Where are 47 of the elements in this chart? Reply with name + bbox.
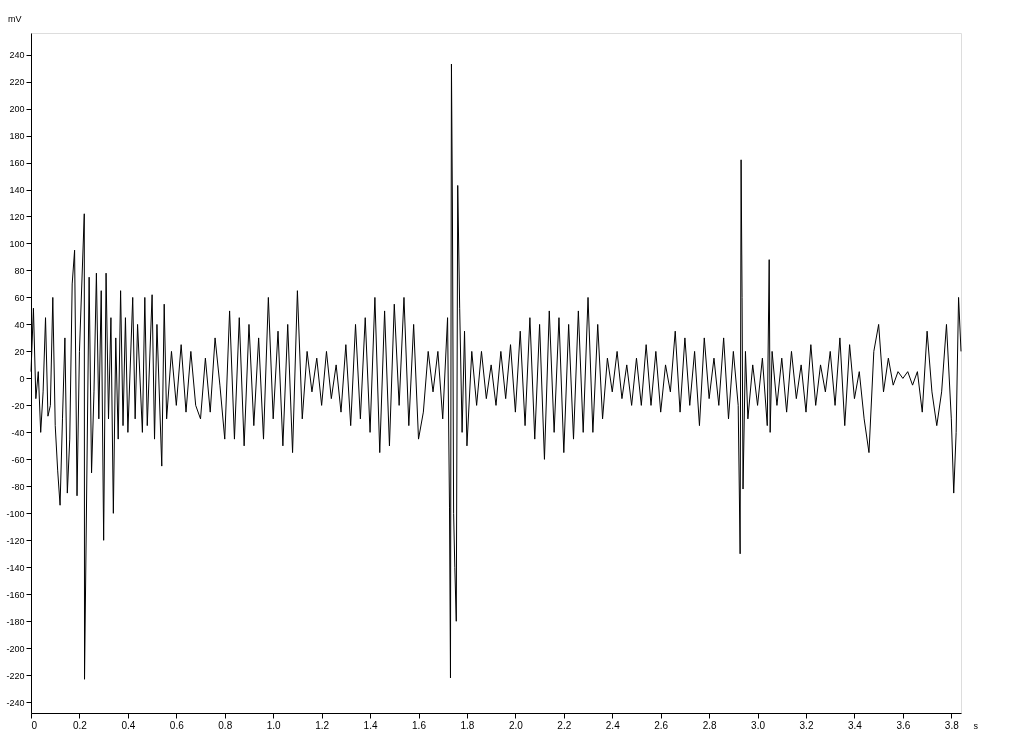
x-tick-label: 3.0 [751, 719, 766, 731]
y-tick-label: 200 [9, 104, 25, 115]
x-tick-label: 0.2 [72, 719, 88, 731]
y-tick-label: 60 [14, 292, 25, 303]
y-tick-label: 20 [14, 346, 25, 357]
y-tick-label: 0 [19, 373, 25, 384]
x-tick-label: 2.2 [557, 719, 572, 731]
x-tick-label: 0 [31, 719, 38, 731]
y-tick-label: 140 [9, 185, 25, 196]
x-tick-label: 2.6 [654, 719, 669, 731]
x-tick-label: 0.6 [169, 719, 185, 731]
x-axis-title: s [973, 720, 979, 731]
x-tick-label: 0.8 [218, 719, 233, 731]
y-tick-label: 160 [9, 158, 25, 169]
y-tick-label: -240 [6, 697, 25, 708]
y-tick-label: 80 [14, 265, 25, 276]
x-tick-label: 2.4 [605, 719, 621, 731]
y-tick-label: 40 [14, 319, 25, 330]
y-tick-label: -100 [6, 508, 25, 519]
y-tick-label: -220 [6, 670, 25, 681]
y-tick-label: -120 [6, 535, 25, 546]
y-tick-label: -180 [6, 616, 25, 627]
x-tick-label: 1.8 [460, 719, 475, 731]
y-tick-label: 120 [9, 211, 25, 222]
y-tick-label: 240 [9, 50, 25, 61]
y-tick-label: 220 [9, 77, 25, 88]
x-tick-label: 3.8 [944, 719, 960, 731]
y-tick-label: 180 [9, 131, 25, 142]
y-tick-label: -200 [6, 643, 25, 654]
x-tick-label: 1.0 [266, 719, 282, 731]
x-tick-label: 3.6 [896, 719, 911, 731]
y-tick-label: -160 [6, 589, 25, 600]
x-tick-label: 3.4 [847, 719, 863, 731]
y-tick-label: -80 [11, 481, 25, 492]
y-axis-title: mV [8, 13, 22, 24]
x-tick-label: 1.2 [315, 719, 330, 731]
x-tick-label: 0.4 [121, 719, 136, 731]
x-tick-label: 1.6 [412, 719, 427, 731]
y-tick-label: -60 [11, 454, 25, 465]
y-tick-label: -140 [6, 562, 25, 573]
y-tick-label: 100 [9, 238, 25, 249]
y-tick-label: -40 [11, 427, 25, 438]
x-tick-label: 2.0 [508, 719, 524, 731]
x-tick-label: 2.8 [702, 719, 718, 731]
y-tick-label: -20 [11, 400, 25, 411]
x-tick-label: 1.4 [363, 719, 378, 731]
x-tick-label: 3.2 [799, 719, 814, 731]
